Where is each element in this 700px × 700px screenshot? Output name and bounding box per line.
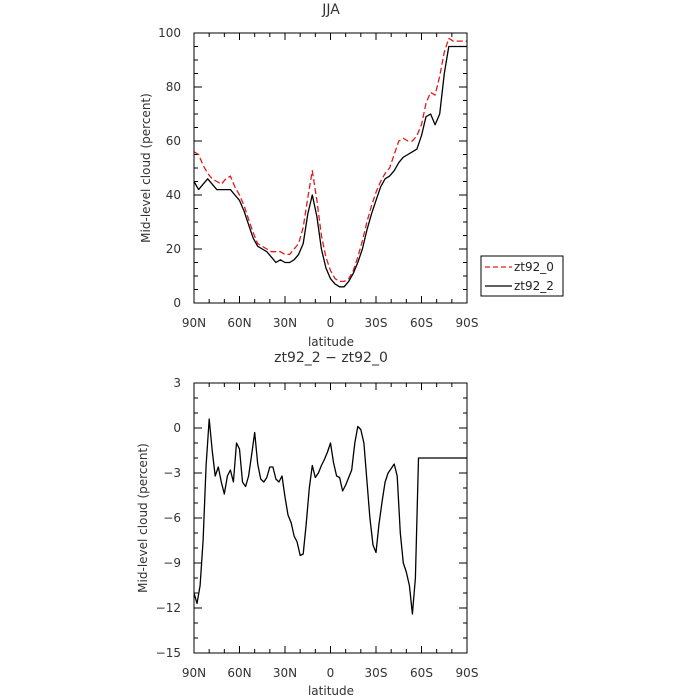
top-y-tick-label: 20: [166, 242, 181, 256]
legend: zt92_0 zt92_2: [480, 255, 564, 297]
legend-box: [480, 255, 564, 297]
bottom-y-axis-label: Mid-level cloud (percent): [136, 443, 150, 593]
top-panel: JJA latitude Mid-level cloud (percent) 9…: [139, 2, 478, 349]
top-series-line-zt92_0: [193, 37, 467, 283]
bottom-x-tick-label: 90S: [456, 666, 479, 680]
bottom-x-tick-label: 0: [327, 666, 335, 680]
bottom-x-tick-label: 90N: [182, 666, 206, 680]
top-y-tick-label: 100: [158, 26, 181, 40]
top-y-tick-label: 60: [166, 134, 181, 148]
top-x-tick-label: 90S: [456, 316, 479, 330]
bottom-y-tick-label: −6: [163, 511, 181, 525]
bottom-ticks: 90N 60N 30N 0 30S 60S 90S 3 0 −3 −6 −9 −12 −15: [156, 376, 479, 680]
bottom-x-tick-label: 30N: [273, 666, 297, 680]
top-y-axis-label: Mid-level cloud (percent): [139, 93, 153, 243]
top-series-line-zt92_2: [193, 45, 467, 288]
legend-label-zt92-2: zt92_2: [514, 279, 554, 293]
top-y-tick-label: 40: [166, 188, 181, 202]
bottom-x-tick-label: 30S: [365, 666, 388, 680]
top-y-tick-label: 0: [173, 296, 181, 310]
top-x-tick-label: 90N: [182, 316, 206, 330]
bottom-series-line-0: [193, 418, 467, 615]
top-x-tick-label: 30S: [365, 316, 388, 330]
bottom-y-tick-label: −3: [163, 466, 181, 480]
top-x-tick-label: 0: [327, 316, 335, 330]
top-plot-frame: [193, 32, 468, 304]
top-lines: [193, 37, 467, 288]
bottom-plot-frame: [193, 382, 468, 654]
bottom-y-tick-label: 3: [173, 376, 181, 390]
bottom-lines: [193, 418, 467, 615]
legend-label-zt92-0: zt92_0: [514, 260, 554, 274]
top-title: JJA: [321, 2, 340, 18]
bottom-x-axis-label: latitude: [308, 684, 354, 698]
top-x-tick-label: 30N: [273, 316, 297, 330]
bottom-panel: zt92_2 − zt92_0 latitude Mid-level cloud…: [136, 350, 478, 698]
bottom-y-tick-label: −15: [156, 646, 181, 660]
bottom-x-tick-label: 60S: [410, 666, 433, 680]
bottom-title: zt92_2 − zt92_0: [274, 350, 388, 366]
top-x-tick-label: 60N: [227, 316, 251, 330]
bottom-y-tick-label: −12: [156, 601, 181, 615]
bottom-x-tick-label: 60N: [227, 666, 251, 680]
top-x-axis-label: latitude: [308, 335, 354, 349]
bottom-y-tick-label: −9: [163, 556, 181, 570]
bottom-y-tick-label: 0: [173, 421, 181, 435]
top-x-tick-label: 60S: [410, 316, 433, 330]
top-y-tick-label: 80: [166, 80, 181, 94]
top-ticks: 90N 60N 30N 0 30S 60S 90S 0 20 40 60 80 100: [158, 26, 478, 330]
